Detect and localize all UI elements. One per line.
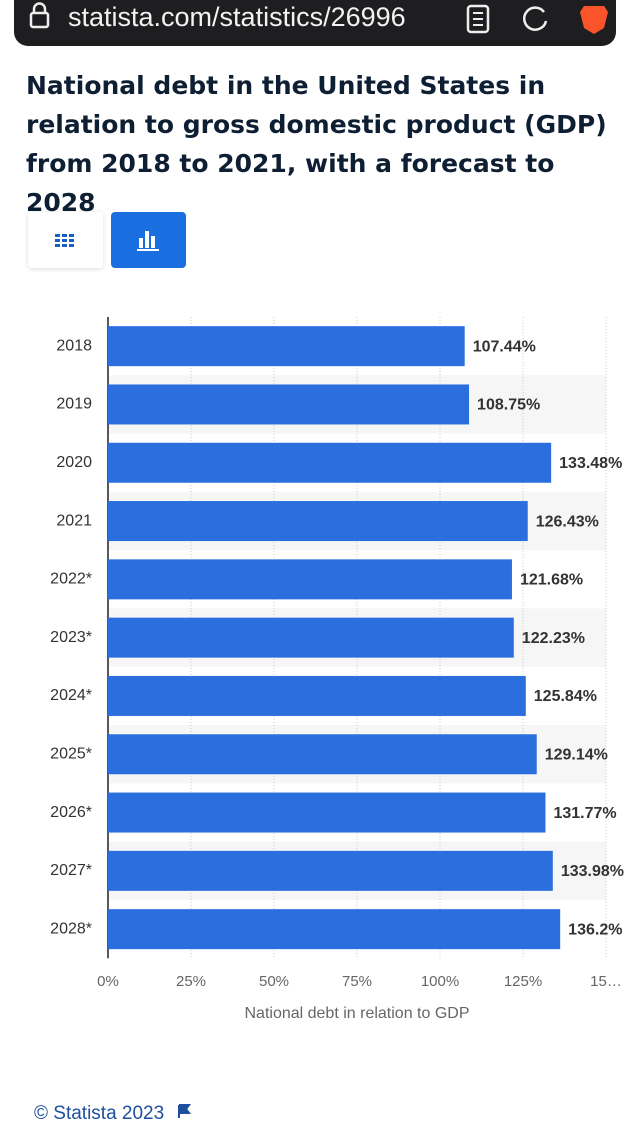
bar: [108, 559, 512, 600]
y-tick-label: 2025*: [50, 745, 92, 762]
row-stripe: [108, 841, 606, 900]
y-tick-label: 2020: [56, 454, 92, 471]
y-tick-label: 2027*: [50, 862, 92, 879]
x-tick-label: 75%: [342, 973, 372, 990]
browser-chrome: [14, 0, 616, 46]
value-label: 129.14%: [545, 746, 608, 763]
lock-icon: [29, 11, 50, 29]
y-tick-label: 2024*: [50, 687, 92, 704]
y-tick-label: 2028*: [50, 920, 92, 937]
chart-icon: [137, 231, 159, 251]
x-tick-label: 50%: [259, 973, 289, 990]
bar: [108, 792, 546, 833]
bar: [108, 909, 561, 950]
bar: [108, 326, 465, 367]
bar: [108, 617, 514, 658]
y-tick-label: 2021: [56, 512, 92, 529]
value-label: 126.43%: [536, 513, 599, 530]
brave-icon[interactable]: [580, 6, 608, 34]
browser-bar: statista.com/statistics/26996: [0, 0, 640, 50]
value-label: 136.2%: [568, 921, 622, 938]
footer[interactable]: © Statista 2023: [34, 1103, 192, 1125]
url-pill[interactable]: [14, 0, 616, 46]
value-label: 107.44%: [473, 338, 536, 355]
table-view-button[interactable]: [28, 212, 103, 268]
bar: [108, 501, 528, 542]
row-stripe: [108, 608, 606, 667]
value-label: 108.75%: [477, 397, 540, 414]
value-label: 131.77%: [553, 805, 616, 822]
flag-icon: [178, 1104, 192, 1118]
value-label: 133.98%: [561, 863, 624, 880]
x-tick-label: 100%: [421, 973, 459, 990]
y-tick-label: 2019: [56, 396, 92, 413]
bar: [108, 734, 537, 775]
y-tick-label: 2022*: [50, 571, 92, 588]
chart-view-button[interactable]: [111, 212, 186, 268]
value-label: 133.48%: [559, 455, 622, 472]
url[interactable]: statista.com/statistics/26996: [68, 2, 406, 32]
row-stripe: [108, 725, 606, 784]
x-tick-label: 25%: [176, 973, 206, 990]
bar: [108, 850, 553, 891]
bar: [108, 384, 470, 425]
x-tick-label: 0%: [97, 973, 119, 990]
y-tick-label: 2018: [56, 337, 92, 354]
row-stripe: [108, 491, 606, 551]
copyright: © Statista 2023: [34, 1103, 165, 1124]
y-tick-label: 2026*: [50, 804, 92, 821]
x-tick-label: 15…: [590, 973, 622, 990]
reader-icon[interactable]: [466, 4, 490, 34]
value-label: 122.23%: [522, 630, 585, 647]
reload-icon[interactable]: [523, 6, 548, 31]
bar: [108, 675, 526, 716]
row-stripe: [108, 375, 606, 434]
chart-title: National debt in the United States in re…: [26, 71, 607, 217]
value-label: 125.84%: [534, 688, 597, 705]
bar: [108, 442, 552, 483]
x-axis-title: National debt in relation to GDP: [244, 1005, 469, 1022]
value-label: 121.68%: [520, 572, 583, 589]
table-icon: [55, 234, 74, 247]
y-tick-label: 2023*: [50, 629, 92, 646]
x-tick-label: 125%: [504, 973, 542, 990]
